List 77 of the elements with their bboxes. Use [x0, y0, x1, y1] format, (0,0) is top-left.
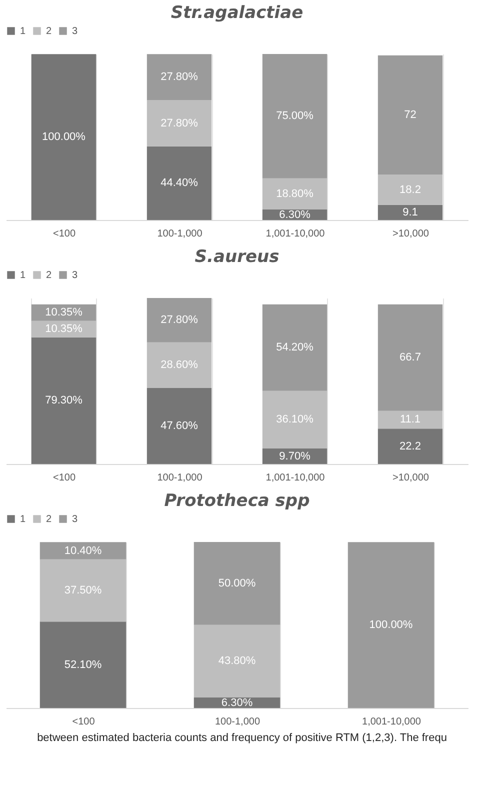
legend-label: 2 [46, 26, 52, 37]
x-tick-label: >10,000 [392, 228, 430, 240]
data-label: 18.2 [400, 184, 421, 196]
bar [378, 304, 443, 411]
data-label: 66.7 [400, 352, 421, 364]
data-label: 47.60% [160, 420, 198, 432]
bar [262, 178, 328, 210]
chart-title: Prototheca spp [164, 491, 310, 511]
text: between estimated bacteria counts and frequency of positive RTM (1,2,3). The frequ [36, 732, 448, 744]
bar [146, 54, 212, 100]
bar [262, 54, 328, 178]
data-label: 50.00% [218, 577, 256, 590]
chart-title: Str.agalactiae [170, 3, 304, 23]
data-label: 37.50% [64, 584, 102, 597]
legend-label: 1 [20, 26, 26, 37]
data-label: 22.2 [400, 440, 421, 452]
bar [40, 559, 126, 622]
bar [378, 428, 443, 464]
data-label: 54.20% [276, 342, 314, 354]
data-label: 28.60% [160, 359, 198, 372]
bar [146, 342, 212, 388]
legend-label: 2 [46, 514, 52, 525]
legend-label: 3 [72, 26, 78, 37]
bar [194, 624, 280, 698]
data-label: 27.80% [160, 71, 198, 84]
data-label: 36.10% [276, 414, 314, 426]
data-label: 18.80% [276, 188, 314, 200]
bar [194, 542, 280, 625]
x-tick-label: >10,000 [392, 472, 430, 484]
data-label: 10.40% [64, 544, 102, 557]
data-label: 52.10% [64, 658, 102, 671]
data-label: 9.1 [402, 206, 418, 218]
x-tick-label: 1,001-10,000 [266, 472, 326, 484]
x-tick-label: 1,001-10,000 [266, 228, 326, 240]
bar [378, 55, 443, 175]
bar [31, 54, 96, 220]
x-tick-label: <100 [52, 228, 76, 240]
data-label: 10.35% [45, 323, 83, 336]
data-label: 11.1 [400, 414, 421, 426]
data-label: 10.35% [45, 306, 83, 319]
data-label: 43.80% [218, 655, 256, 668]
chart-title: S.aureus [194, 247, 280, 267]
data-label: 27.80% [160, 117, 198, 130]
x-tick-label: <100 [72, 716, 96, 728]
data-label: 27.80% [160, 314, 198, 326]
bar [40, 542, 126, 560]
bar [262, 304, 328, 391]
data-label: 6.30% [279, 208, 311, 221]
x-tick-label: 1,001-10,000 [362, 716, 422, 728]
data-label: 100.00% [42, 131, 86, 144]
x-tick-label: 100-1,000 [214, 716, 260, 728]
bar [262, 390, 328, 449]
legend-label: 1 [20, 514, 26, 525]
bar [146, 146, 212, 220]
bar [31, 337, 96, 464]
bar [378, 174, 443, 205]
bar [146, 298, 212, 342]
data-label: 9.70% [279, 450, 311, 462]
data-label: 75.00% [276, 110, 314, 122]
data-label: 72 [404, 109, 416, 122]
bar [378, 410, 443, 429]
bar [146, 100, 212, 146]
x-tick-label: <100 [52, 472, 76, 484]
data-label: 100.00% [369, 619, 413, 632]
legend-label: 1 [20, 270, 26, 281]
legend-label: 2 [46, 270, 52, 281]
bar [40, 622, 126, 708]
x-tick-label: 100-1,000 [157, 228, 203, 240]
data-label: 79.30% [45, 394, 83, 407]
x-tick-label: 100-1,000 [157, 472, 203, 484]
bar [348, 542, 434, 708]
data-label: 44.40% [160, 177, 198, 190]
bar [378, 204, 443, 220]
legend-label: 3 [72, 514, 78, 525]
legend-label: 3 [72, 270, 78, 281]
bar [146, 388, 212, 464]
data-label: 6.30% [221, 696, 253, 709]
